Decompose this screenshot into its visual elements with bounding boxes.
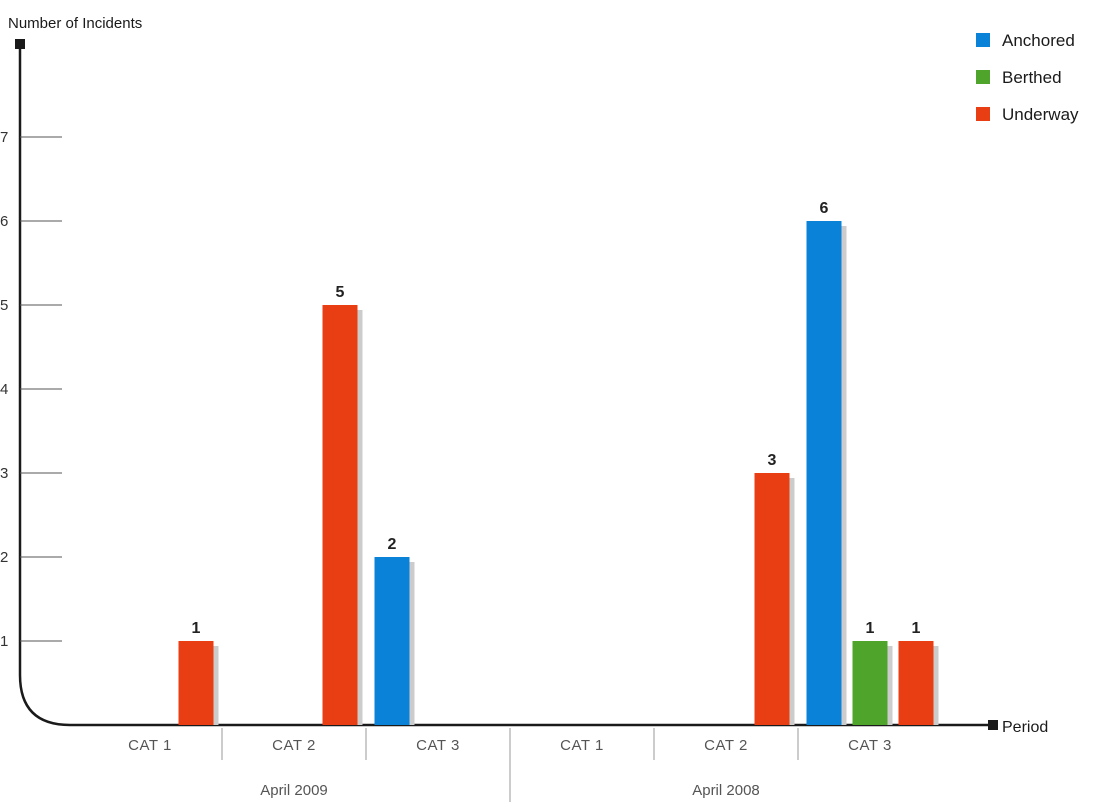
bar-value-label: 5 — [336, 284, 345, 301]
axis-line — [18, 44, 990, 727]
bar-value-label: 6 — [820, 200, 829, 217]
bar-value-label: 3 — [768, 452, 777, 469]
x-axis-end-marker — [988, 720, 998, 730]
legend-label-berthed: Berthed — [1002, 68, 1062, 87]
legend-label-underway: Underway — [1002, 105, 1079, 124]
bar-underway — [898, 641, 934, 725]
bar-anchored — [374, 557, 410, 725]
legend-label-anchored: Anchored — [1002, 31, 1075, 50]
bar-value-label: 2 — [388, 536, 397, 553]
x-category-label: CAT 1 — [560, 737, 604, 754]
x-axis-categories: CAT 1 CAT 2 CAT 3 April 2009 CAT 1 CAT 2 CAT 3… — [128, 728, 892, 802]
x-category-label: CAT 3 — [416, 737, 460, 754]
x-category-label: CAT 1 — [128, 737, 172, 754]
bar-underway — [322, 305, 358, 725]
bar-value-label: 1 — [866, 620, 875, 637]
bar-anchored — [806, 221, 842, 725]
y-axis-label: Number of Incidents — [8, 15, 142, 32]
legend-swatch-berthed — [976, 70, 990, 84]
y-tick-label: 6 — [0, 213, 8, 230]
x-category-label: CAT 3 — [848, 737, 892, 754]
legend: Anchored Berthed Underway — [976, 31, 1079, 124]
group-label: April 2008 — [692, 782, 760, 799]
bar-berthed — [852, 641, 888, 725]
bar-value-label: 1 — [192, 620, 201, 637]
group-label: April 2009 — [260, 782, 328, 799]
bar-value-label: 1 — [912, 620, 921, 637]
y-tick-label: 2 — [0, 549, 8, 566]
y-tick-label: 4 — [0, 381, 8, 398]
y-tick-label: 7 — [0, 129, 8, 146]
x-category-label: CAT 2 — [272, 737, 316, 754]
y-tick-label: 1 — [0, 633, 8, 650]
y-axis-ticks: 1 2 3 4 5 6 7 — [0, 129, 62, 650]
axes — [15, 39, 998, 730]
legend-swatch-anchored — [976, 33, 990, 47]
x-category-label: CAT 2 — [704, 737, 748, 754]
y-tick-label: 3 — [0, 465, 8, 482]
x-axis-label: Period — [1002, 719, 1048, 736]
legend-swatch-underway — [976, 107, 990, 121]
bar-underway — [178, 641, 214, 725]
bars: 1 5 2 3 6 1 1 — [178, 200, 939, 725]
y-tick-label: 5 — [0, 297, 8, 314]
bar-underway — [754, 473, 790, 725]
